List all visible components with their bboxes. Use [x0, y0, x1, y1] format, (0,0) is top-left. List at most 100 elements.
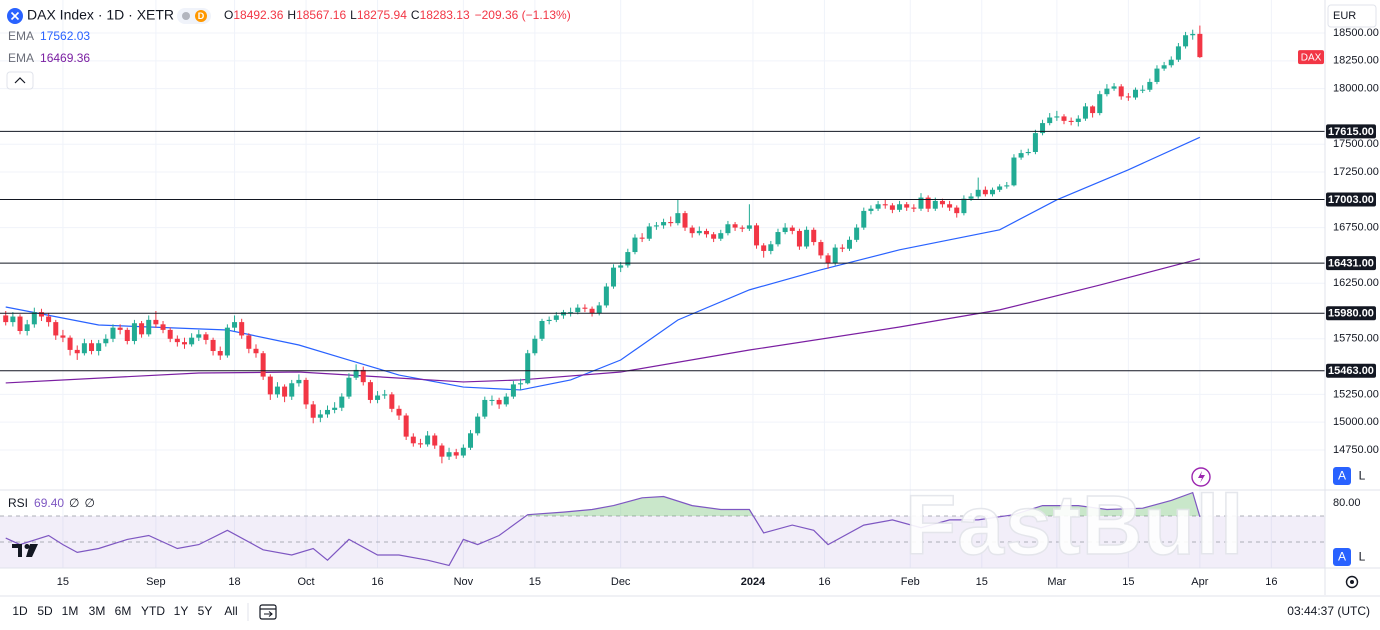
- y-tick-label: 15000.00: [1333, 416, 1379, 428]
- candle-body: [375, 395, 381, 400]
- candle-body: [725, 224, 731, 234]
- auto-scale-button[interactable]: [1333, 548, 1351, 566]
- goto-date-icon[interactable]: [259, 604, 277, 620]
- y-tick-label: 15250.00: [1333, 388, 1379, 400]
- candle-body: [160, 324, 166, 330]
- candle-body: [38, 312, 44, 317]
- x-tick-label: 15: [57, 576, 69, 588]
- candle-body: [310, 404, 316, 418]
- candle-body: [1118, 86, 1124, 97]
- x-tick-label: 16: [818, 576, 830, 588]
- candle-body: [253, 348, 259, 354]
- ohlc-value: 18492.36: [233, 8, 283, 22]
- ema-legend: EMA 16469.36: [8, 51, 90, 65]
- range-button[interactable]: 1M: [62, 604, 79, 618]
- candle-body: [10, 316, 16, 323]
- candle-body: [525, 353, 531, 384]
- candle-body: [332, 407, 338, 410]
- candle-body: [475, 416, 481, 434]
- candle-body: [1140, 89, 1146, 91]
- candle-body: [81, 343, 87, 354]
- candle-body: [389, 394, 395, 409]
- y-tick-label: 15750.00: [1333, 333, 1379, 345]
- badge-letter: D: [198, 11, 205, 21]
- x-tick-label: 16: [1265, 576, 1277, 588]
- candle-body: [618, 265, 624, 268]
- range-button[interactable]: 5Y: [198, 604, 213, 618]
- candle-body: [17, 316, 23, 332]
- candle-body: [496, 399, 502, 405]
- rsi-legend-value: 69.40: [34, 496, 64, 510]
- candle-body: [832, 247, 838, 264]
- candle-body: [746, 225, 752, 229]
- candle-body: [904, 204, 910, 208]
- x-tick-label: 2024: [741, 576, 766, 588]
- candle-body: [925, 197, 931, 209]
- auto-scale-button[interactable]: [1333, 467, 1351, 485]
- range-button[interactable]: 6M: [115, 604, 132, 618]
- logo-part: [24, 544, 30, 549]
- level-tag: [1326, 363, 1376, 378]
- collapse-legend-button[interactable]: [6, 71, 34, 90]
- candle-body: [518, 383, 524, 385]
- y-tick-label: 18500.00: [1333, 27, 1379, 39]
- auto-scale-label[interactable]: A: [1338, 469, 1346, 483]
- candle-body: [432, 435, 438, 446]
- candle-body: [153, 319, 159, 325]
- rsi-pane: [0, 491, 1325, 568]
- log-scale-label[interactable]: L: [1359, 469, 1366, 483]
- range-button[interactable]: All: [224, 604, 237, 618]
- rsi-tick-label: 80.00: [1333, 497, 1361, 509]
- level-tag: [1326, 124, 1376, 139]
- candle-body: [1161, 65, 1167, 69]
- x-tick-label: Dec: [611, 576, 631, 588]
- auto-scale-label[interactable]: A: [1338, 550, 1346, 564]
- candle-body: [611, 267, 617, 287]
- currency-button[interactable]: [1327, 4, 1377, 28]
- settings-icon[interactable]: [1345, 575, 1359, 589]
- range-button[interactable]: 3M: [89, 604, 106, 618]
- candle-body: [1168, 59, 1174, 66]
- candle-body: [854, 227, 860, 240]
- candle-body: [568, 312, 574, 314]
- y-tick-label: 18250.00: [1333, 55, 1379, 67]
- logo: [12, 544, 38, 557]
- ema-legend-value: 17562.03: [40, 29, 90, 43]
- log-scale-label[interactable]: L: [1359, 550, 1366, 564]
- candle-body: [804, 229, 810, 247]
- candle-body: [510, 384, 516, 397]
- candle-body: [889, 205, 895, 210]
- y-tick-label: 16750.00: [1333, 222, 1379, 234]
- ohlc-label: H: [287, 8, 296, 22]
- calendar-frame: [259, 604, 277, 620]
- range-button[interactable]: 5D: [37, 604, 53, 618]
- candle-body: [1068, 120, 1074, 122]
- candle-body: [532, 338, 538, 354]
- candle-body: [596, 305, 602, 314]
- candle-body: [425, 435, 431, 445]
- candle-body: [939, 200, 945, 205]
- range-button[interactable]: YTD: [141, 604, 165, 618]
- candle-body: [382, 394, 388, 396]
- candle-body: [1054, 116, 1060, 118]
- candle-body: [639, 237, 645, 239]
- candle-body: [961, 198, 967, 214]
- candle-body: [24, 324, 30, 332]
- price-pane: [0, 25, 1325, 464]
- candle-body: [289, 383, 295, 397]
- range-button[interactable]: 1Y: [174, 604, 189, 618]
- range-button[interactable]: 1D: [12, 604, 28, 618]
- candle-body: [303, 379, 309, 405]
- candle-body: [897, 204, 903, 210]
- candle-body: [1104, 88, 1110, 95]
- level-tag: [1326, 192, 1376, 207]
- candle-body: [775, 232, 781, 245]
- candle-body: [1190, 33, 1196, 36]
- candle-body: [167, 329, 173, 339]
- y-tick-label: 17250.00: [1333, 166, 1379, 178]
- currency-label[interactable]: EUR: [1333, 10, 1356, 22]
- candle-body: [503, 396, 509, 405]
- candle-body: [1082, 106, 1088, 119]
- ema-legend-name: EMA: [8, 29, 34, 43]
